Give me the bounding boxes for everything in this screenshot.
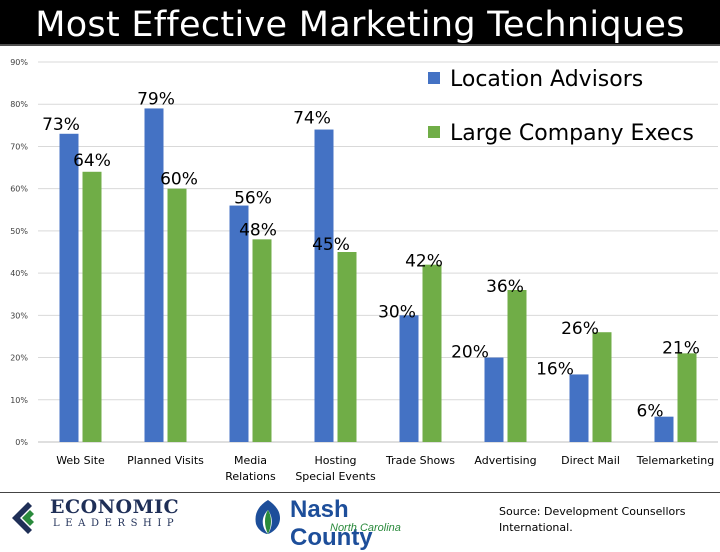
nash-county-mark-icon [255,500,280,534]
footer-divider [0,492,720,493]
x-tick-label: Trade Shows [385,454,455,467]
nash-county-logo: Nash County North Carolina [250,496,430,551]
data-label: 16% [536,359,574,379]
north-carolina-text: North Carolina [330,522,401,534]
y-tick-label: 60% [10,185,28,194]
bar-location-advisors [399,315,419,442]
title-underline [0,44,720,46]
leadership-logo-text: LEADERSHIP [53,518,180,529]
y-tick-label: 20% [10,354,28,363]
data-label: 36% [486,277,524,297]
economic-logo-text: ECONOMIC [50,496,180,518]
bar-large-company-execs [422,264,442,442]
x-tick-label: Advertising [474,454,536,467]
title-bar [0,0,720,44]
data-label: 64% [73,151,111,171]
x-tick-label: Planned Visits [127,454,204,467]
data-label: 30% [378,302,416,322]
data-label: 6% [637,402,664,422]
data-label: 74% [293,109,331,129]
x-tick-label: Hosting [314,454,356,467]
y-tick-label: 50% [10,227,28,236]
bar-location-advisors [59,133,79,442]
x-tick-label: Relations [225,470,276,483]
economic-leadership-mark-icon [12,502,34,534]
slide-title: Most Effective Marketing Techniques [35,5,685,45]
bar-location-advisors [569,374,589,442]
data-label: 56% [234,189,272,209]
data-label: 45% [312,235,350,255]
bar-location-advisors [314,129,334,443]
y-tick-label: 10% [10,396,28,405]
bar-large-company-execs [337,252,357,442]
data-label: 79% [137,89,175,109]
x-tick-label: Web Site [56,454,105,467]
source-note: Source: Development Counsellors Internat… [499,505,686,534]
data-label: 73% [42,115,80,135]
bar-location-advisors [484,357,504,442]
legend-swatch [428,126,440,138]
data-label: 26% [561,319,599,339]
y-tick-label: 40% [10,269,28,278]
bar-location-advisors [144,108,164,442]
data-label: 21% [662,338,700,358]
legend-label: Location Advisors [450,67,643,92]
y-tick-label: 30% [10,311,28,320]
bar-large-company-execs [507,290,527,442]
bar-large-company-execs [592,332,612,442]
y-tick-label: 0% [15,438,28,447]
x-tick-label: Special Events [295,470,376,483]
x-tick-label: Media [234,454,267,467]
y-tick-label: 80% [10,100,28,109]
bar-large-company-execs [167,188,187,442]
data-label: 42% [405,252,443,272]
economic-leadership-logo: ECONOMIC LEADERSHIP [10,496,180,536]
bar-location-advisors [229,205,249,442]
y-tick-label: 90% [10,58,28,67]
data-label: 20% [451,343,489,363]
bar-location-advisors [654,416,674,442]
bar-large-company-execs [82,171,102,442]
legend-swatch [428,72,440,84]
data-label: 48% [239,220,277,240]
legend-label: Large Company Execs [450,121,694,146]
y-tick-label: 70% [10,142,28,151]
bar-large-company-execs [252,239,272,442]
bar-large-company-execs [677,353,697,442]
x-tick-label: Direct Mail [561,454,620,467]
data-label: 60% [160,170,198,190]
x-tick-label: Telemarketing [636,454,715,467]
bar-chart: 0% 10% 20% 30% 40% 50% 60% 70% 80% 90% 73% 64% Web S… [10,58,718,483]
